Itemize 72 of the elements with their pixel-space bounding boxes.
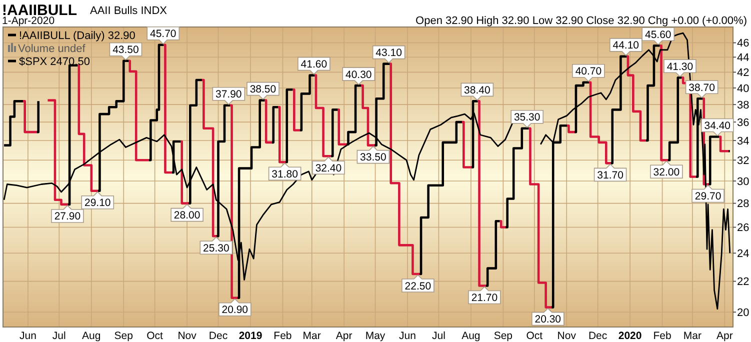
- annotation: 28.00: [174, 210, 200, 222]
- annotation: 1-Apr-2020: [2, 15, 55, 27]
- y-tick-label: 22: [737, 276, 750, 288]
- x-tick-label: 2019: [238, 330, 262, 342]
- x-tick-label: Nov: [557, 330, 577, 342]
- annotation: 29.10: [84, 197, 111, 210]
- annotation: 43.50: [112, 44, 139, 56]
- x-tick-label: Nov: [178, 330, 198, 342]
- y-tick-label: 32: [737, 154, 750, 167]
- x-tick-label: Dec: [588, 330, 608, 342]
- annotation: 29.70: [694, 190, 722, 203]
- annotation: 38.70: [688, 82, 716, 94]
- x-tick-label: Feb: [274, 330, 292, 342]
- annotation: 21.70: [471, 292, 498, 304]
- x-tick-label: Jul: [432, 330, 446, 342]
- x-tick-label: May: [365, 330, 386, 342]
- x-tick-label: Apr: [716, 330, 734, 342]
- legend-label: !AAIIBULL (Daily) 32.90: [19, 30, 136, 42]
- y-tick-label: 40: [737, 82, 750, 95]
- y-tick-label: 44: [737, 52, 750, 64]
- x-tick-label: Mar: [683, 330, 702, 342]
- y-tick-label: 30: [737, 176, 750, 188]
- annotation: 32.00: [653, 166, 680, 178]
- x-tick-label: Jul: [52, 330, 66, 342]
- annotation: 38.50: [250, 84, 276, 96]
- x-tick-label: Feb: [653, 330, 672, 342]
- annotation: 43.10: [376, 47, 402, 60]
- annotation: 40.70: [575, 66, 602, 78]
- annotation: 32.40: [315, 162, 342, 174]
- y-tick-label: 38: [737, 99, 750, 112]
- y-tick-label: 28: [737, 198, 750, 210]
- chart-subtitle: AAII Bulls INDX: [90, 5, 168, 17]
- x-tick-label: Aug: [462, 330, 480, 342]
- annotation: 38.40: [464, 84, 490, 96]
- y-tick-label: 26: [737, 222, 750, 234]
- x-tick-label: Apr: [336, 330, 353, 342]
- x-tick-label: Mar: [302, 330, 322, 342]
- annotation: Volume undef: [18, 43, 86, 55]
- legend-label: $SPX 2470.50: [19, 56, 90, 68]
- x-tick-label: Sep: [114, 330, 134, 342]
- y-tick-label: 20: [737, 306, 750, 319]
- y-tick-label: 46: [737, 38, 750, 50]
- annotation: 37.90: [216, 88, 242, 101]
- annotation: 35.30: [514, 112, 540, 124]
- annotation: 27.90: [54, 210, 81, 223]
- annotation: 45.60: [644, 28, 672, 41]
- x-tick-label: Jun: [19, 330, 37, 342]
- x-tick-label: Dec: [208, 330, 228, 342]
- annotation: 41.30: [666, 60, 694, 73]
- x-tick-label: Oct: [146, 330, 164, 342]
- annotation: 25.30: [203, 242, 230, 254]
- y-tick-label: 24: [737, 248, 750, 260]
- annotation: 22.50: [404, 280, 432, 292]
- y-tick-label: 36: [737, 116, 750, 129]
- annotation: 33.50: [360, 152, 386, 164]
- x-tick-label: Oct: [526, 330, 543, 342]
- y-tick-label: 34: [737, 135, 750, 148]
- annotation: 41.60: [300, 58, 328, 71]
- annotation: 34.40: [704, 120, 731, 132]
- annotation: Open 32.90 High 32.90 Low 32.90 Close 32.90 Chg +0.00 (+0.00%): [416, 15, 747, 27]
- annotation: 44.10: [612, 40, 640, 52]
- annotation: 40.30: [346, 68, 372, 81]
- y-tick-label: 42: [737, 67, 750, 80]
- x-tick-label: 2020: [618, 330, 642, 342]
- annotation: 31.80: [272, 168, 298, 180]
- annotation: 20.30: [534, 314, 562, 326]
- x-tick-label: Sep: [494, 330, 513, 342]
- x-tick-label: Aug: [82, 330, 101, 342]
- annotation: 20.90: [222, 304, 248, 316]
- annotation: 31.70: [597, 169, 624, 182]
- annotation: 45.70: [150, 28, 176, 40]
- x-tick-label: Jun: [399, 330, 416, 342]
